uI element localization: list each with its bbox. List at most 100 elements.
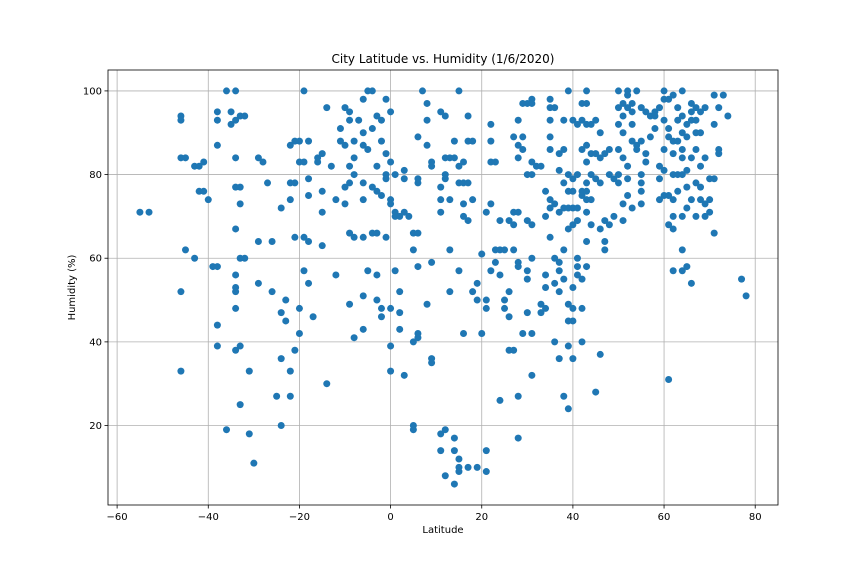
y-tick-label: 100: [83, 86, 102, 97]
data-point: [418, 87, 426, 95]
data-point: [537, 300, 545, 308]
data-point: [213, 108, 221, 116]
data-point: [181, 154, 189, 162]
data-point: [528, 99, 536, 107]
data-point: [282, 296, 290, 304]
data-point: [464, 463, 472, 471]
data-point: [528, 254, 536, 262]
data-point: [236, 342, 244, 350]
x-axis-label: Latitude: [422, 525, 463, 536]
data-point: [428, 359, 436, 367]
data-point: [614, 104, 622, 112]
data-point: [332, 196, 340, 204]
data-point: [551, 338, 559, 346]
data-point: [450, 480, 458, 488]
data-point: [414, 133, 422, 141]
data-point: [241, 112, 249, 120]
data-point: [578, 191, 586, 199]
data-point: [450, 447, 458, 455]
data-point: [665, 221, 673, 229]
data-point: [455, 267, 463, 275]
data-point: [564, 405, 572, 413]
data-point: [678, 171, 686, 179]
data-point: [227, 120, 235, 128]
data-point: [655, 175, 663, 183]
data-point: [619, 112, 627, 120]
data-point: [323, 104, 331, 112]
data-point: [268, 237, 276, 245]
data-point: [469, 196, 477, 204]
data-point: [396, 288, 404, 296]
data-point: [478, 250, 486, 258]
x-tick-label: 0: [387, 512, 393, 523]
data-point: [496, 396, 504, 404]
data-point: [551, 279, 559, 287]
data-point: [551, 200, 559, 208]
data-point: [232, 225, 240, 233]
data-point: [200, 158, 208, 166]
data-point: [573, 254, 581, 262]
data-point: [692, 116, 700, 124]
data-point: [578, 116, 586, 124]
data-point: [587, 120, 595, 128]
data-point: [318, 150, 326, 158]
data-point: [195, 162, 203, 170]
data-point: [655, 104, 663, 112]
data-point: [564, 87, 572, 95]
data-point: [341, 200, 349, 208]
data-point: [683, 204, 691, 212]
data-point: [596, 350, 604, 358]
data-point: [346, 162, 354, 170]
data-point: [583, 263, 591, 271]
data-point: [373, 112, 381, 120]
y-axis-ticks: 20 40 60 80 100: [83, 86, 108, 432]
data-point: [555, 208, 563, 216]
data-point: [564, 300, 572, 308]
data-point: [687, 99, 695, 107]
y-tick-label: 60: [89, 254, 102, 265]
data-point: [487, 200, 495, 208]
data-point: [387, 342, 395, 350]
data-point: [286, 141, 294, 149]
data-point: [377, 304, 385, 312]
data-point: [637, 187, 645, 195]
data-point: [460, 212, 468, 220]
data-point: [496, 271, 504, 279]
data-point: [678, 267, 686, 275]
y-axis-label: Humidity (%): [67, 254, 78, 320]
data-point: [423, 116, 431, 124]
data-point: [213, 321, 221, 329]
data-point: [373, 187, 381, 195]
data-point: [569, 284, 577, 291]
data-point: [655, 196, 663, 204]
data-point: [414, 229, 422, 237]
data-point: [601, 150, 609, 158]
data-point: [437, 447, 445, 455]
data-point: [482, 468, 490, 476]
data-point: [569, 355, 577, 363]
data-point: [364, 145, 372, 153]
data-point: [523, 267, 531, 275]
data-point: [610, 175, 618, 183]
data-point: [268, 288, 276, 296]
data-point: [359, 233, 367, 241]
data-point: [628, 108, 636, 116]
data-point: [669, 91, 677, 99]
data-point: [628, 137, 636, 145]
data-point: [491, 258, 499, 266]
data-point: [674, 116, 682, 124]
data-point: [487, 120, 495, 128]
data-point: [665, 133, 673, 141]
data-point: [596, 154, 604, 162]
data-point: [573, 271, 581, 279]
data-point: [614, 87, 622, 95]
data-point: [619, 154, 627, 162]
data-point: [213, 263, 221, 271]
data-point: [478, 330, 486, 338]
data-point: [551, 254, 559, 262]
data-point: [446, 196, 454, 204]
plot-area-frame: [107, 69, 779, 506]
data-point: [542, 284, 550, 291]
data-point: [359, 95, 367, 103]
data-point: [355, 116, 363, 124]
